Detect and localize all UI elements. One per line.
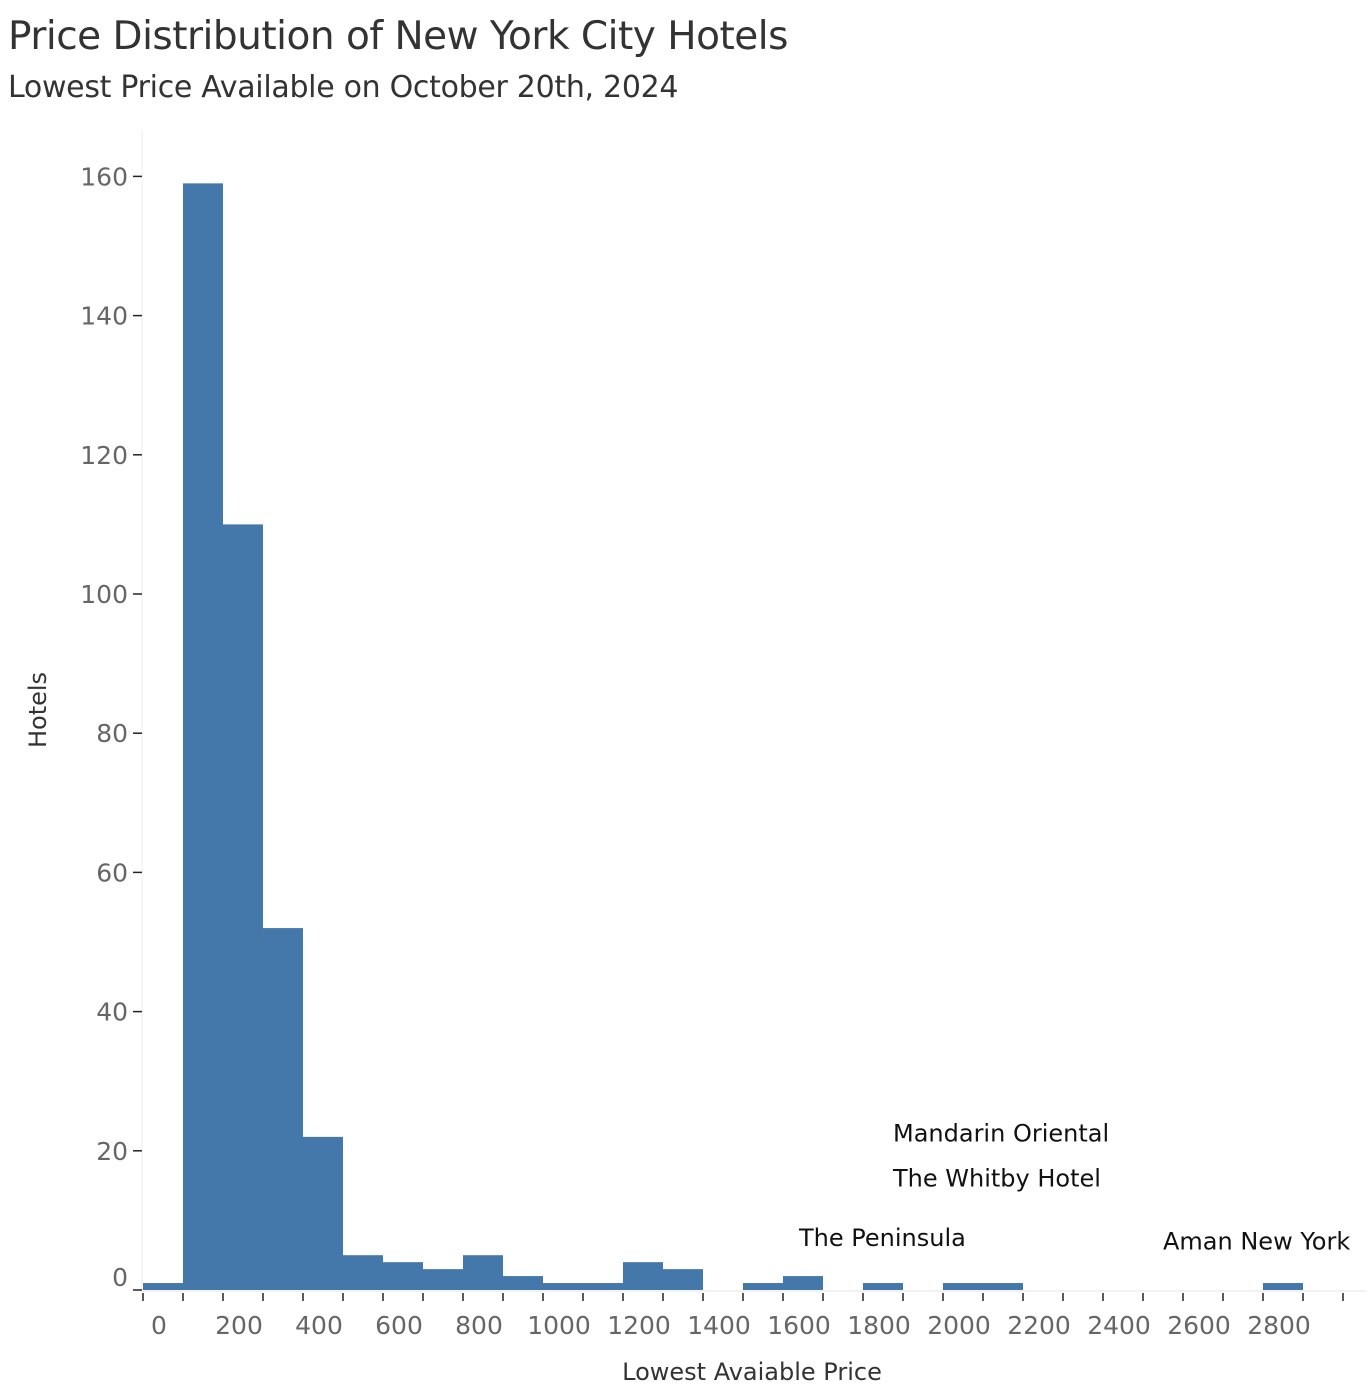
histogram-bar [943, 1283, 983, 1290]
histogram-bar [663, 1269, 703, 1290]
histogram-bar [1263, 1283, 1303, 1290]
histogram-bar [543, 1283, 583, 1290]
histogram-bar [383, 1262, 423, 1290]
x-tick-label: 2400 [1087, 1311, 1151, 1340]
histogram-bar [423, 1269, 463, 1290]
y-tick-label: 120 [80, 441, 128, 470]
x-tick-label: 2600 [1167, 1311, 1231, 1340]
x-tick-label: 1600 [767, 1311, 831, 1340]
y-tick-label: 60 [96, 858, 128, 887]
y-axis-title: Hotels [24, 672, 52, 748]
histogram-bar [183, 183, 223, 1291]
histogram-bar [223, 524, 263, 1290]
x-tick-label: 1000 [527, 1311, 591, 1340]
annotation-label: The Whitby Hotel [892, 1165, 1101, 1193]
plot-frame [141, 130, 1366, 1292]
y-tick-label: 160 [80, 162, 128, 191]
histogram-bar [743, 1283, 783, 1290]
annotations: Mandarin Oriental The Whitby Hotel The Pen… [798, 1119, 1350, 1255]
x-axis-ticks: 0 200 400 600 800 1000 1200 1400 1600 1800 2000 220… [142, 1293, 1344, 1340]
x-tick-label: 2800 [1247, 1311, 1311, 1340]
histogram-bar [863, 1283, 903, 1290]
x-tick-label: 600 [375, 1311, 423, 1340]
histogram-bar [263, 928, 303, 1290]
annotation-label: Mandarin Oriental [893, 1119, 1109, 1147]
histogram-bar [143, 1283, 183, 1290]
y-tick-label: 20 [96, 1137, 128, 1166]
x-tick-label: 200 [215, 1311, 263, 1340]
annotation-label: The Peninsula [798, 1224, 966, 1252]
x-tick-label: 800 [455, 1311, 503, 1340]
x-tick-label: 2000 [927, 1311, 991, 1340]
histogram-bar [343, 1255, 383, 1290]
x-tick-label: 2200 [1007, 1311, 1071, 1340]
histogram-bars [143, 183, 1303, 1291]
histogram-bar [983, 1283, 1023, 1290]
histogram-bar [463, 1255, 503, 1290]
x-tick-label: 1200 [607, 1311, 671, 1340]
x-tick-label: 1400 [687, 1311, 751, 1340]
y-tick-label: 0 [112, 1263, 128, 1292]
histogram-bar [623, 1262, 663, 1290]
y-tick-label: 80 [96, 719, 128, 748]
histogram-bar [503, 1276, 543, 1290]
histogram-bar [583, 1283, 623, 1290]
x-tick-label: 0 [151, 1311, 167, 1340]
annotation-label: Aman New York [1163, 1227, 1350, 1255]
x-axis-title: Lowest Avaiable Price [622, 1358, 882, 1386]
histogram-bar [303, 1136, 343, 1290]
y-axis-ticks: 0 20 40 60 80 100 120 140 160 [80, 162, 142, 1292]
chart-subtitle: Lowest Price Available on October 20th, … [8, 70, 679, 105]
x-tick-label: 400 [295, 1311, 343, 1340]
y-tick-label: 100 [80, 580, 128, 609]
y-tick-label: 140 [80, 302, 128, 331]
y-tick-label: 40 [96, 998, 128, 1027]
chart-title: Price Distribution of New York City Hote… [8, 14, 788, 59]
histogram-bar [783, 1276, 823, 1290]
x-tick-label: 1800 [847, 1311, 911, 1340]
